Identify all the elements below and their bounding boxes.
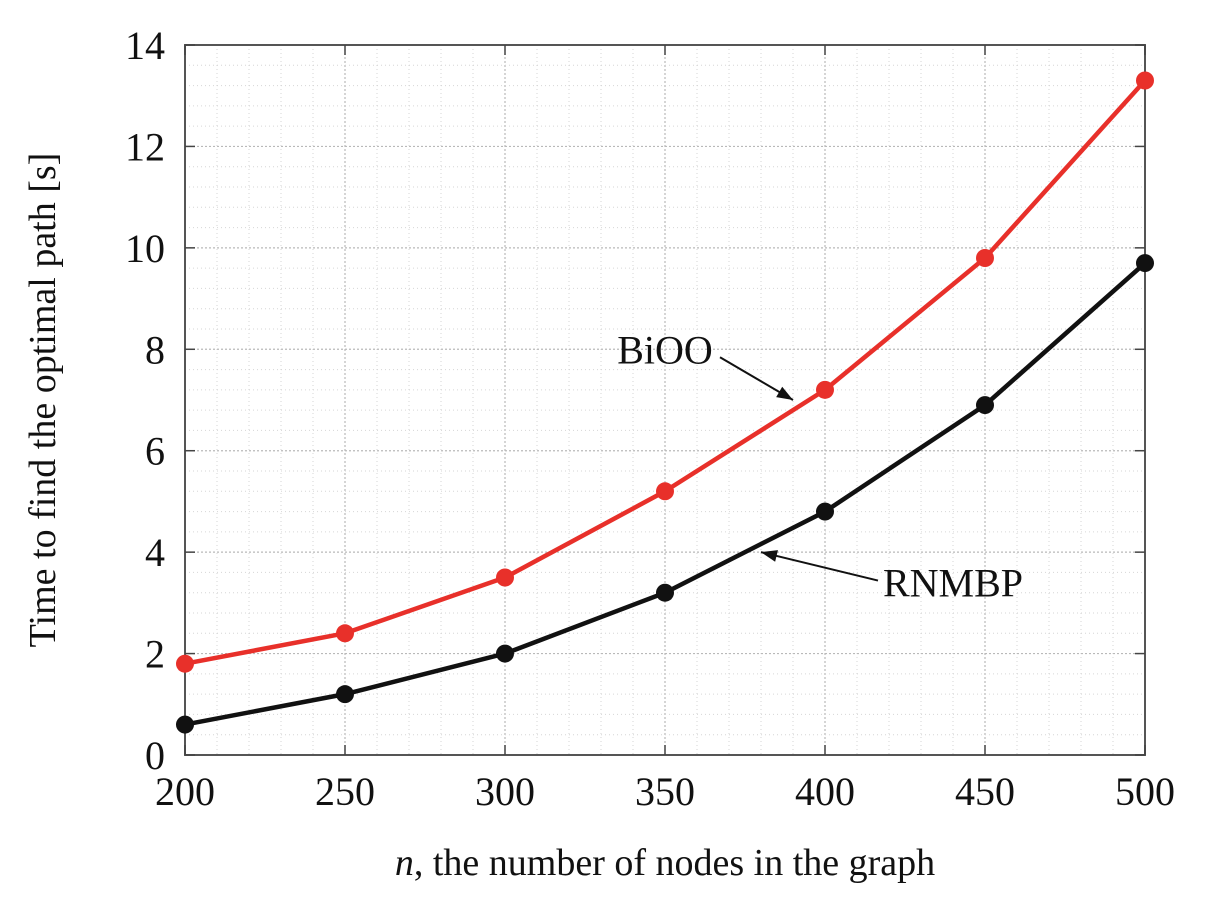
series-rnmbp (176, 254, 1154, 734)
annotations: BiOO RNMBP (617, 327, 1023, 605)
data-point-bioo (976, 249, 994, 267)
y-tick-label: 8 (145, 327, 165, 372)
x-axis-label-text: , the number of nodes in the graph (414, 842, 935, 884)
series-layer (176, 71, 1154, 734)
data-point-bioo (1136, 71, 1154, 90)
x-tick-label: 400 (795, 769, 855, 814)
y-tick-label: 4 (145, 530, 165, 575)
y-tick-label: 10 (125, 226, 165, 271)
x-tick-label: 500 (1115, 769, 1175, 814)
axis-ticks: 200 250 300 350 400 450 500 0 2 4 6 8 10 12 14 (125, 23, 1175, 814)
data-point-rnmbp (176, 715, 194, 734)
y-tick-label: 6 (145, 429, 165, 474)
annotation-arrowhead-bioo (776, 386, 793, 400)
data-point-bioo (496, 568, 514, 587)
data-point-rnmbp (496, 644, 514, 663)
x-tick-label: 450 (955, 769, 1015, 814)
x-axis-label-variable: n (395, 842, 414, 884)
x-tick-label: 200 (155, 769, 215, 814)
annotation-arrowhead-rnmbp (761, 550, 778, 562)
data-point-rnmbp (976, 396, 994, 415)
plot-frame (184, 44, 1146, 756)
data-point-bioo (816, 380, 834, 399)
data-point-bioo (656, 482, 674, 501)
x-tick-label: 300 (475, 769, 535, 814)
x-tick-label: 350 (635, 769, 695, 814)
data-point-rnmbp (656, 583, 674, 602)
x-axis-label: n, the number of nodes in the graph (395, 842, 935, 884)
annotation-rnmbp: RNMBP (883, 561, 1023, 606)
data-point-rnmbp (336, 685, 354, 704)
data-point-bioo (176, 654, 194, 673)
annotation-bioo: BiOO (617, 327, 713, 372)
y-tick-label: 2 (145, 632, 165, 677)
data-point-rnmbp (816, 502, 834, 521)
y-tick-label: 0 (145, 733, 165, 778)
annotation-arrow-rnmbp (760, 551, 879, 582)
y-axis-label: Time to find the optimal path [s] (22, 153, 64, 648)
y-tick-label: 12 (125, 124, 165, 169)
data-point-bioo (336, 624, 354, 643)
data-point-rnmbp (1136, 254, 1154, 273)
grid (184, 44, 1146, 756)
x-tick-label: 250 (315, 769, 375, 814)
series-bioo (176, 71, 1154, 673)
y-tick-label: 14 (125, 23, 165, 68)
